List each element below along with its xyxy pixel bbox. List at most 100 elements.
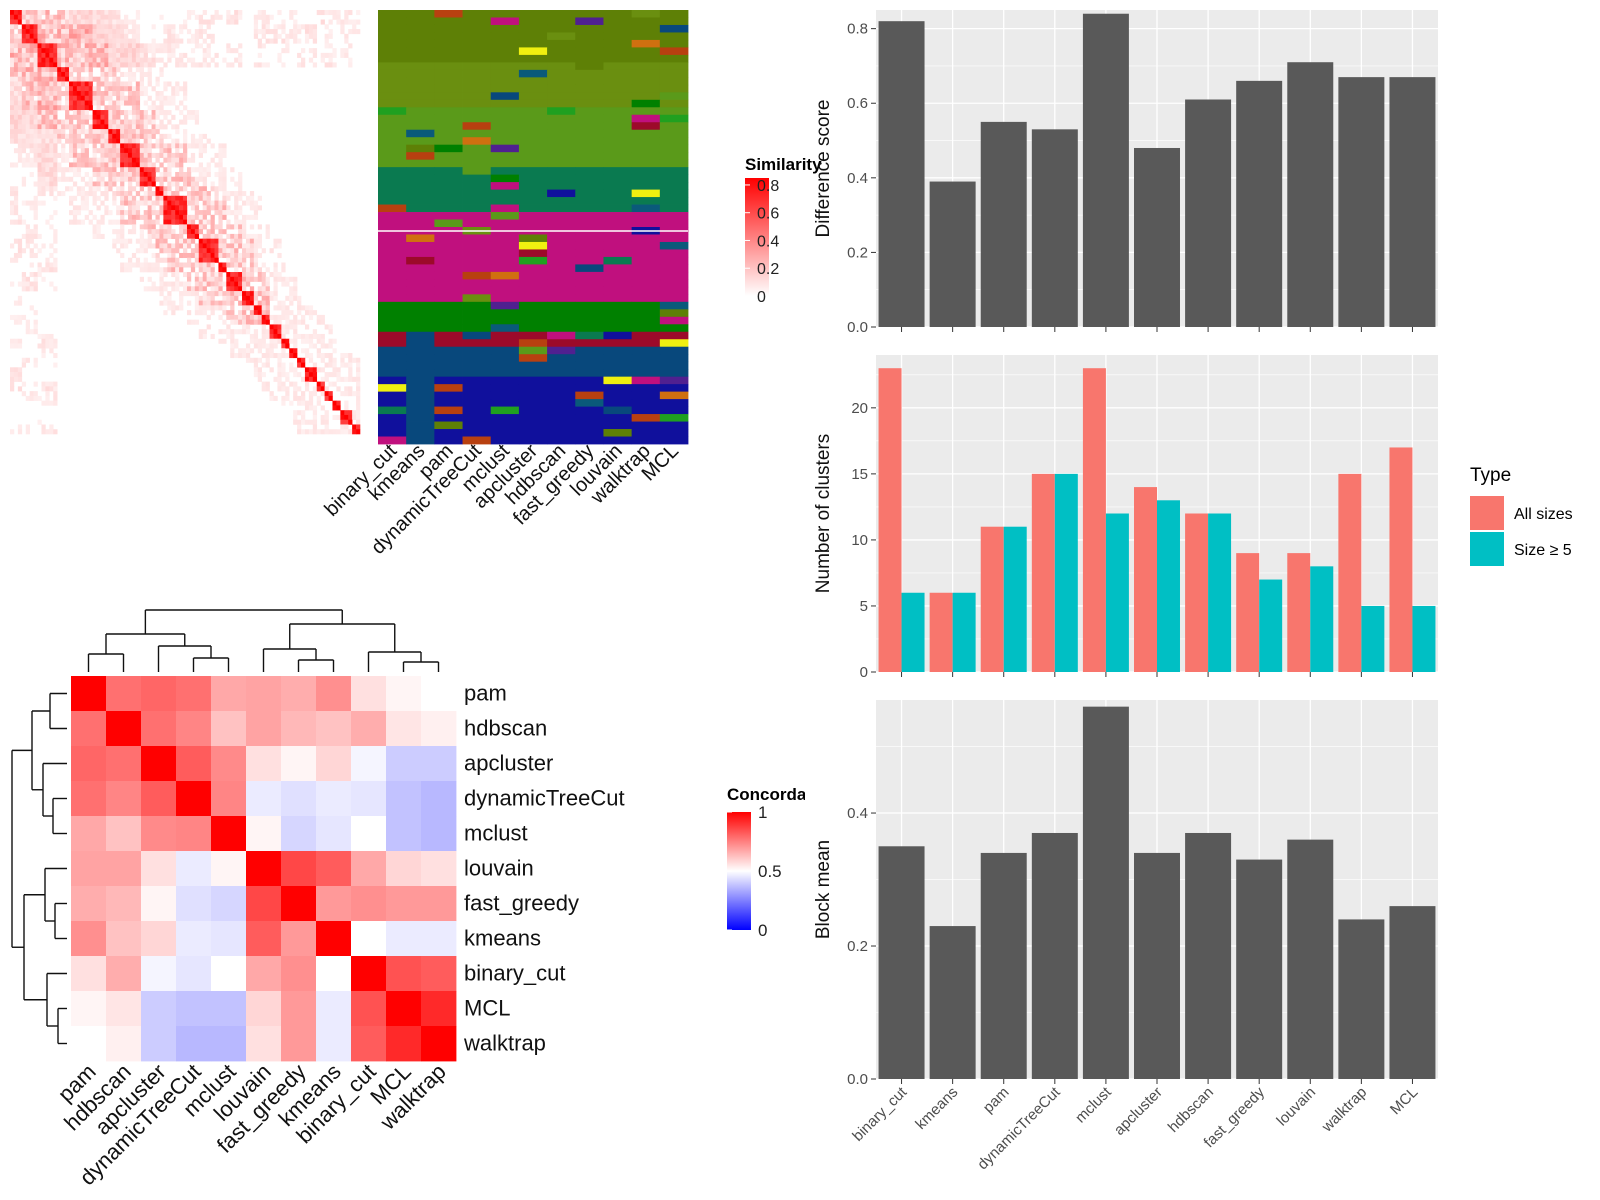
classification-cell xyxy=(631,429,661,437)
similarity-cell xyxy=(80,124,86,130)
classification-cell xyxy=(462,384,492,393)
similarity-cell xyxy=(316,333,321,340)
classification-cell xyxy=(406,301,435,310)
classification-cell xyxy=(518,414,548,422)
similarity-cell xyxy=(41,343,46,349)
classification-cell xyxy=(462,137,492,146)
similarity-cell xyxy=(214,243,219,249)
classification-cell xyxy=(631,10,661,18)
similarity-cell xyxy=(17,243,23,249)
similarity-cell xyxy=(127,81,133,87)
similarity-cell xyxy=(194,191,200,197)
classification-cell xyxy=(378,376,407,385)
similarity-cell xyxy=(206,248,211,254)
classification-cell xyxy=(434,286,463,295)
similarity-cell xyxy=(41,424,46,430)
similarity-cell xyxy=(68,62,74,68)
similarity-cell xyxy=(238,238,243,244)
similarity-cell xyxy=(108,176,113,182)
classification-cell xyxy=(547,361,576,370)
similarity-cell xyxy=(151,52,156,58)
similarity-cell xyxy=(120,205,125,211)
similarity-cell xyxy=(179,186,184,192)
classification-cell xyxy=(406,137,435,146)
similarity-cell xyxy=(230,233,235,239)
similarity-cell xyxy=(37,129,42,135)
concordance-cell xyxy=(281,746,317,782)
classification-cell xyxy=(547,137,576,146)
similarity-cell xyxy=(281,314,286,320)
similarity-cell xyxy=(92,10,97,16)
similarity-cell xyxy=(88,43,93,49)
classification-cell xyxy=(434,77,463,86)
similarity-cell xyxy=(218,233,223,239)
similarity-cell xyxy=(29,205,34,211)
similarity-cell xyxy=(198,195,203,201)
concordance-cell xyxy=(176,781,212,817)
similarity-cell xyxy=(100,200,105,206)
similarity-cell xyxy=(116,157,121,163)
similarity-cell xyxy=(324,343,329,349)
similarity-cell xyxy=(131,186,137,192)
similarity-cell xyxy=(139,176,145,182)
similarity-cell xyxy=(226,248,231,254)
similarity-cell xyxy=(76,67,82,73)
similarity-cell xyxy=(127,76,133,82)
similarity-cell xyxy=(234,210,239,216)
similarity-cell xyxy=(25,129,30,135)
similarity-cell xyxy=(308,305,314,311)
similarity-cell xyxy=(171,90,176,97)
similarity-cell xyxy=(175,238,180,244)
classification-cell xyxy=(518,174,548,183)
similarity-cell xyxy=(159,71,164,77)
similarity-cell xyxy=(210,33,215,39)
similarity-cell xyxy=(49,86,54,92)
similarity-cell xyxy=(37,267,42,273)
similarity-cell xyxy=(324,324,329,330)
classification-cell xyxy=(631,152,661,161)
similarity-cell xyxy=(72,43,78,49)
similarity-cell xyxy=(316,429,321,435)
similarity-cell xyxy=(13,52,19,58)
similarity-cell xyxy=(226,233,231,239)
similarity-cell xyxy=(45,171,50,178)
similarity-cell xyxy=(242,348,247,354)
similarity-cell xyxy=(245,357,251,363)
similarity-cell xyxy=(17,295,23,301)
similarity-cell xyxy=(238,229,243,235)
similarity-cell xyxy=(194,272,200,278)
classification-cell xyxy=(603,54,633,63)
similarity-cell xyxy=(348,362,353,368)
similarity-cell xyxy=(183,105,188,111)
similarity-cell xyxy=(285,276,290,282)
y-tick-label: 15 xyxy=(851,466,868,483)
similarity-cell xyxy=(41,386,46,392)
similarity-cell xyxy=(124,191,129,197)
similarity-cell xyxy=(10,105,15,111)
similarity-cell xyxy=(179,210,184,216)
classification-cell xyxy=(631,369,661,378)
classification-cell xyxy=(378,249,407,258)
similarity-cell xyxy=(340,419,345,425)
similarity-cell xyxy=(285,372,290,378)
similarity-cell xyxy=(356,400,361,406)
similarity-cell xyxy=(245,353,251,359)
similarity-cell xyxy=(108,52,113,58)
similarity-cell xyxy=(265,362,270,368)
classification-cell xyxy=(434,197,463,205)
classification-cell xyxy=(575,286,604,295)
classification-cell xyxy=(378,174,407,183)
similarity-cell xyxy=(324,24,329,30)
classification-cell xyxy=(490,129,520,138)
similarity-cell xyxy=(124,210,129,216)
similarity-cell xyxy=(10,372,15,378)
similarity-cell xyxy=(13,210,19,216)
similarity-cell xyxy=(127,19,133,25)
similarity-cell xyxy=(116,57,121,63)
similarity-cell xyxy=(17,386,23,392)
similarity-cell xyxy=(281,362,286,368)
bar xyxy=(1185,832,1232,1079)
similarity-cell xyxy=(186,286,192,292)
similarity-cell xyxy=(289,362,294,368)
similarity-cell xyxy=(301,391,306,397)
